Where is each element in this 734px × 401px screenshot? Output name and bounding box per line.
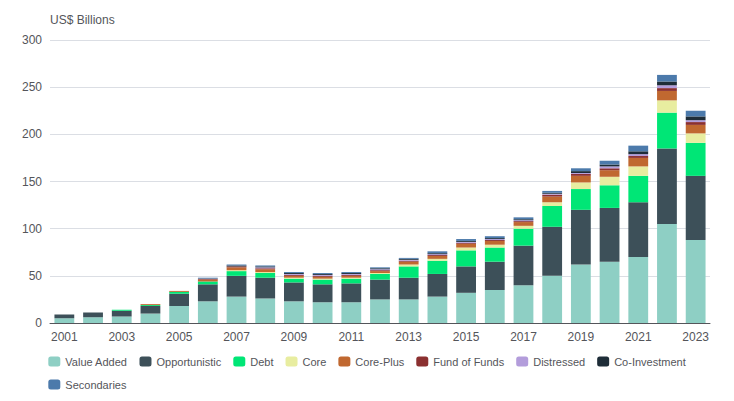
svg-text:2013: 2013 [395,330,422,344]
svg-text:250: 250 [22,80,42,94]
svg-text:2023: 2023 [682,330,709,344]
svg-text:Opportunistic: Opportunistic [156,356,221,368]
svg-text:Distressed: Distressed [533,356,585,368]
svg-text:2019: 2019 [568,330,595,344]
svg-text:300: 300 [22,33,42,47]
svg-text:2001: 2001 [51,330,78,344]
svg-text:Value Added: Value Added [65,356,127,368]
svg-text:Co-Investment: Co-Investment [614,356,686,368]
svg-text:2015: 2015 [453,330,480,344]
svg-text:2005: 2005 [166,330,193,344]
svg-text:50: 50 [29,269,43,283]
svg-text:Debt: Debt [250,356,273,368]
svg-text:Fund of Funds: Fund of Funds [433,356,504,368]
svg-text:100: 100 [22,222,42,236]
svg-text:200: 200 [22,127,42,141]
svg-text:0: 0 [35,316,42,330]
svg-text:2003: 2003 [108,330,135,344]
svg-text:2021: 2021 [625,330,652,344]
svg-text:150: 150 [22,175,42,189]
svg-text:US$ Billions: US$ Billions [50,13,115,27]
svg-text:2017: 2017 [510,330,537,344]
svg-text:Core: Core [303,356,327,368]
svg-text:2007: 2007 [223,330,250,344]
svg-text:Secondaries: Secondaries [65,379,127,391]
svg-text:Core-Plus: Core-Plus [355,356,404,368]
svg-text:2009: 2009 [281,330,308,344]
svg-text:2011: 2011 [338,330,364,344]
